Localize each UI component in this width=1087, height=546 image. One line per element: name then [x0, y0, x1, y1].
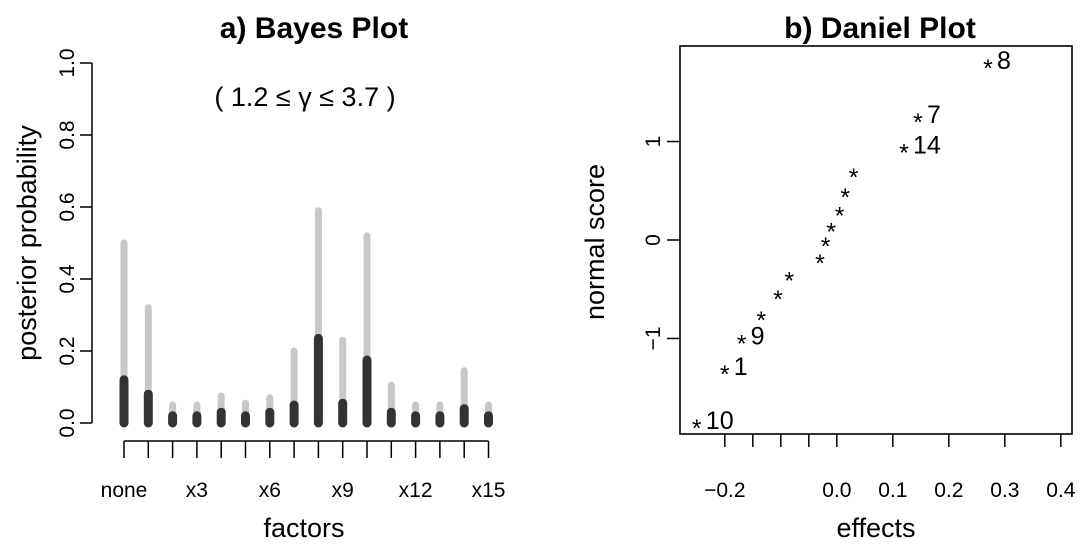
effect-point-marker: *: [913, 109, 923, 137]
daniel-x-tick-label: 0.2: [934, 479, 963, 502]
bayes-y-axis-label: posterior probability: [12, 125, 42, 361]
bayes-y-tick-label: 0.2: [56, 336, 79, 365]
effect-point-marker: *: [835, 203, 845, 231]
effect-point-marker: *: [899, 139, 909, 167]
effect-point-label: 8: [997, 47, 1011, 75]
daniel-x-tick-label: 0.4: [1046, 479, 1076, 502]
effect-point-label: 14: [913, 131, 941, 159]
effect-point-marker: *: [815, 250, 825, 278]
effect-point-marker: *: [720, 361, 730, 389]
bayes-x-tick-label: x6: [259, 479, 281, 502]
daniel-y-tick-label: 0: [642, 234, 665, 246]
gamma-range-annotation: ( 1.2 ≤ γ ≤ 3.7 ): [214, 82, 395, 112]
effect-point-marker: *: [849, 164, 859, 192]
bayes-y-tick-label: 0.8: [56, 120, 79, 149]
daniel-plot-title: b) Daniel Plot: [784, 12, 976, 45]
bayes-y-tick-label: 0.0: [56, 408, 79, 437]
bayes-y-tick-label: 0.6: [56, 192, 79, 221]
effect-point-label: 1: [734, 353, 748, 381]
bayes-plot-title: a) Bayes Plot: [220, 12, 408, 45]
daniel-x-tick-label: 0.0: [822, 479, 851, 502]
bayes-y-tick-label: 1.0: [56, 48, 79, 77]
effect-point-marker: *: [840, 184, 850, 212]
daniel-x-tick-label: 0.3: [990, 479, 1019, 502]
bayes-x-tick-label: x15: [472, 479, 506, 502]
bayes-plot: 0.0 0.2 0.4 0.6 0.8 1.0 none x3 x6 x9 x12 x15: [56, 48, 505, 502]
effect-point-label: 7: [927, 101, 941, 129]
effect-point-marker: *: [826, 218, 836, 246]
daniel-y-tick-label: −1: [642, 327, 665, 351]
effect-point-marker: *: [773, 286, 783, 314]
effect-point-label: 9: [751, 323, 765, 351]
effect-point-marker: *: [692, 415, 702, 443]
effect-point-marker: *: [821, 233, 831, 261]
effect-point-marker: *: [784, 267, 794, 295]
effect-point-label: 10: [706, 407, 734, 435]
daniel-y-axis-label: normal score: [580, 164, 610, 320]
bayes-x-tick-label: x3: [186, 479, 208, 502]
effect-point-marker: *: [756, 307, 766, 335]
bayes-y-tick-label: 0.4: [56, 264, 79, 294]
effect-point-marker: *: [983, 55, 993, 83]
bayes-x-tick-label: x9: [332, 479, 354, 502]
bayes-x-axis-label: factors: [263, 513, 344, 543]
bayes-x-tick-label: x12: [399, 479, 433, 502]
daniel-y-tick-label: 1: [642, 136, 665, 148]
daniel-x-tick-label: 0.1: [878, 479, 907, 502]
bayes-x-tick-label: none: [101, 479, 148, 502]
daniel-x-axis-label: effects: [836, 513, 915, 543]
effect-point-marker: *: [737, 331, 747, 359]
daniel-plot: −0.2 0.0 0.1 0.2 0.3 0.4−101* 10* 1* 9**********…: [642, 47, 1076, 502]
daniel-x-tick-label: −0.2: [704, 479, 745, 502]
